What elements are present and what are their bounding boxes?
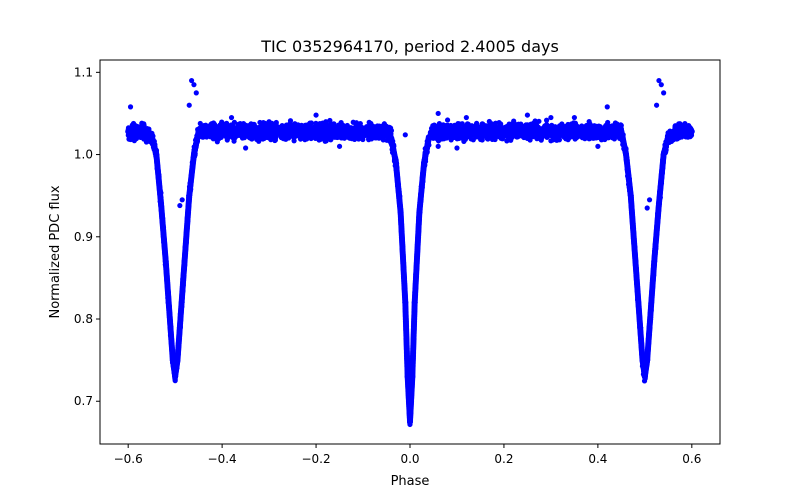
data-point xyxy=(366,119,372,125)
data-point xyxy=(548,123,554,129)
data-point xyxy=(460,136,466,142)
data-point xyxy=(240,121,247,127)
data-point xyxy=(290,123,296,129)
data-point xyxy=(139,120,145,126)
data-point xyxy=(487,124,493,130)
data-point xyxy=(523,122,530,128)
data-point xyxy=(543,117,550,123)
data-point xyxy=(295,122,301,128)
plot-area xyxy=(125,77,695,428)
data-point xyxy=(486,118,492,125)
data-point xyxy=(308,120,314,126)
data-point xyxy=(581,124,588,130)
data-point xyxy=(461,123,468,129)
data-point xyxy=(493,120,499,126)
data-point xyxy=(357,121,363,127)
data-point xyxy=(572,122,578,128)
data-layer xyxy=(125,77,695,428)
data-point xyxy=(550,137,556,143)
data-point xyxy=(474,133,481,139)
data-point xyxy=(316,134,323,140)
data-point xyxy=(474,123,480,129)
data-point xyxy=(443,135,450,141)
data-point xyxy=(287,133,293,139)
data-point xyxy=(568,121,575,127)
data-point xyxy=(130,120,137,127)
data-point xyxy=(451,134,457,141)
data-point xyxy=(561,134,568,141)
data-point xyxy=(338,123,344,129)
data-point xyxy=(485,136,491,142)
data-point xyxy=(536,118,542,124)
data-point xyxy=(479,137,485,143)
data-point xyxy=(323,138,329,144)
data-point xyxy=(380,123,386,130)
data-point xyxy=(172,378,178,384)
data-point xyxy=(618,122,624,129)
data-point xyxy=(430,123,436,129)
data-point xyxy=(284,122,290,128)
data-point xyxy=(214,136,220,142)
data-point xyxy=(128,135,134,141)
data-point xyxy=(527,123,534,129)
data-point xyxy=(606,124,612,130)
data-point xyxy=(224,123,230,129)
data-point xyxy=(287,118,294,124)
chart-title: TIC 0352964170, period 2.4005 days xyxy=(260,37,559,56)
data-point xyxy=(218,120,225,126)
data-point xyxy=(302,123,308,129)
data-point xyxy=(273,119,279,126)
data-point xyxy=(611,135,617,141)
data-point xyxy=(380,137,386,143)
data-point xyxy=(204,134,210,140)
data-point xyxy=(492,136,498,143)
data-point xyxy=(509,134,515,140)
data-point xyxy=(344,133,350,139)
data-point xyxy=(498,121,504,127)
data-point xyxy=(321,121,327,127)
data-point xyxy=(537,135,543,141)
data-point xyxy=(542,123,548,129)
data-point xyxy=(259,122,266,129)
data-point xyxy=(499,133,505,139)
data-point xyxy=(211,121,218,127)
data-point xyxy=(332,134,338,140)
data-point xyxy=(518,123,524,129)
